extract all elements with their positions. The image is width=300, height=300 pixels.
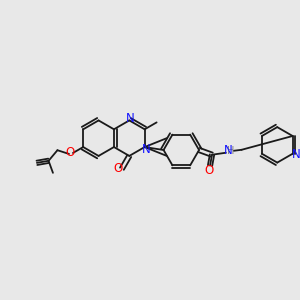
Text: N: N xyxy=(292,148,300,161)
Text: O: O xyxy=(204,164,214,177)
Text: O: O xyxy=(65,146,75,160)
Text: H: H xyxy=(227,146,234,156)
Text: O: O xyxy=(113,162,123,175)
Text: N: N xyxy=(142,142,151,155)
Text: N: N xyxy=(224,144,232,157)
Text: N: N xyxy=(126,112,135,125)
